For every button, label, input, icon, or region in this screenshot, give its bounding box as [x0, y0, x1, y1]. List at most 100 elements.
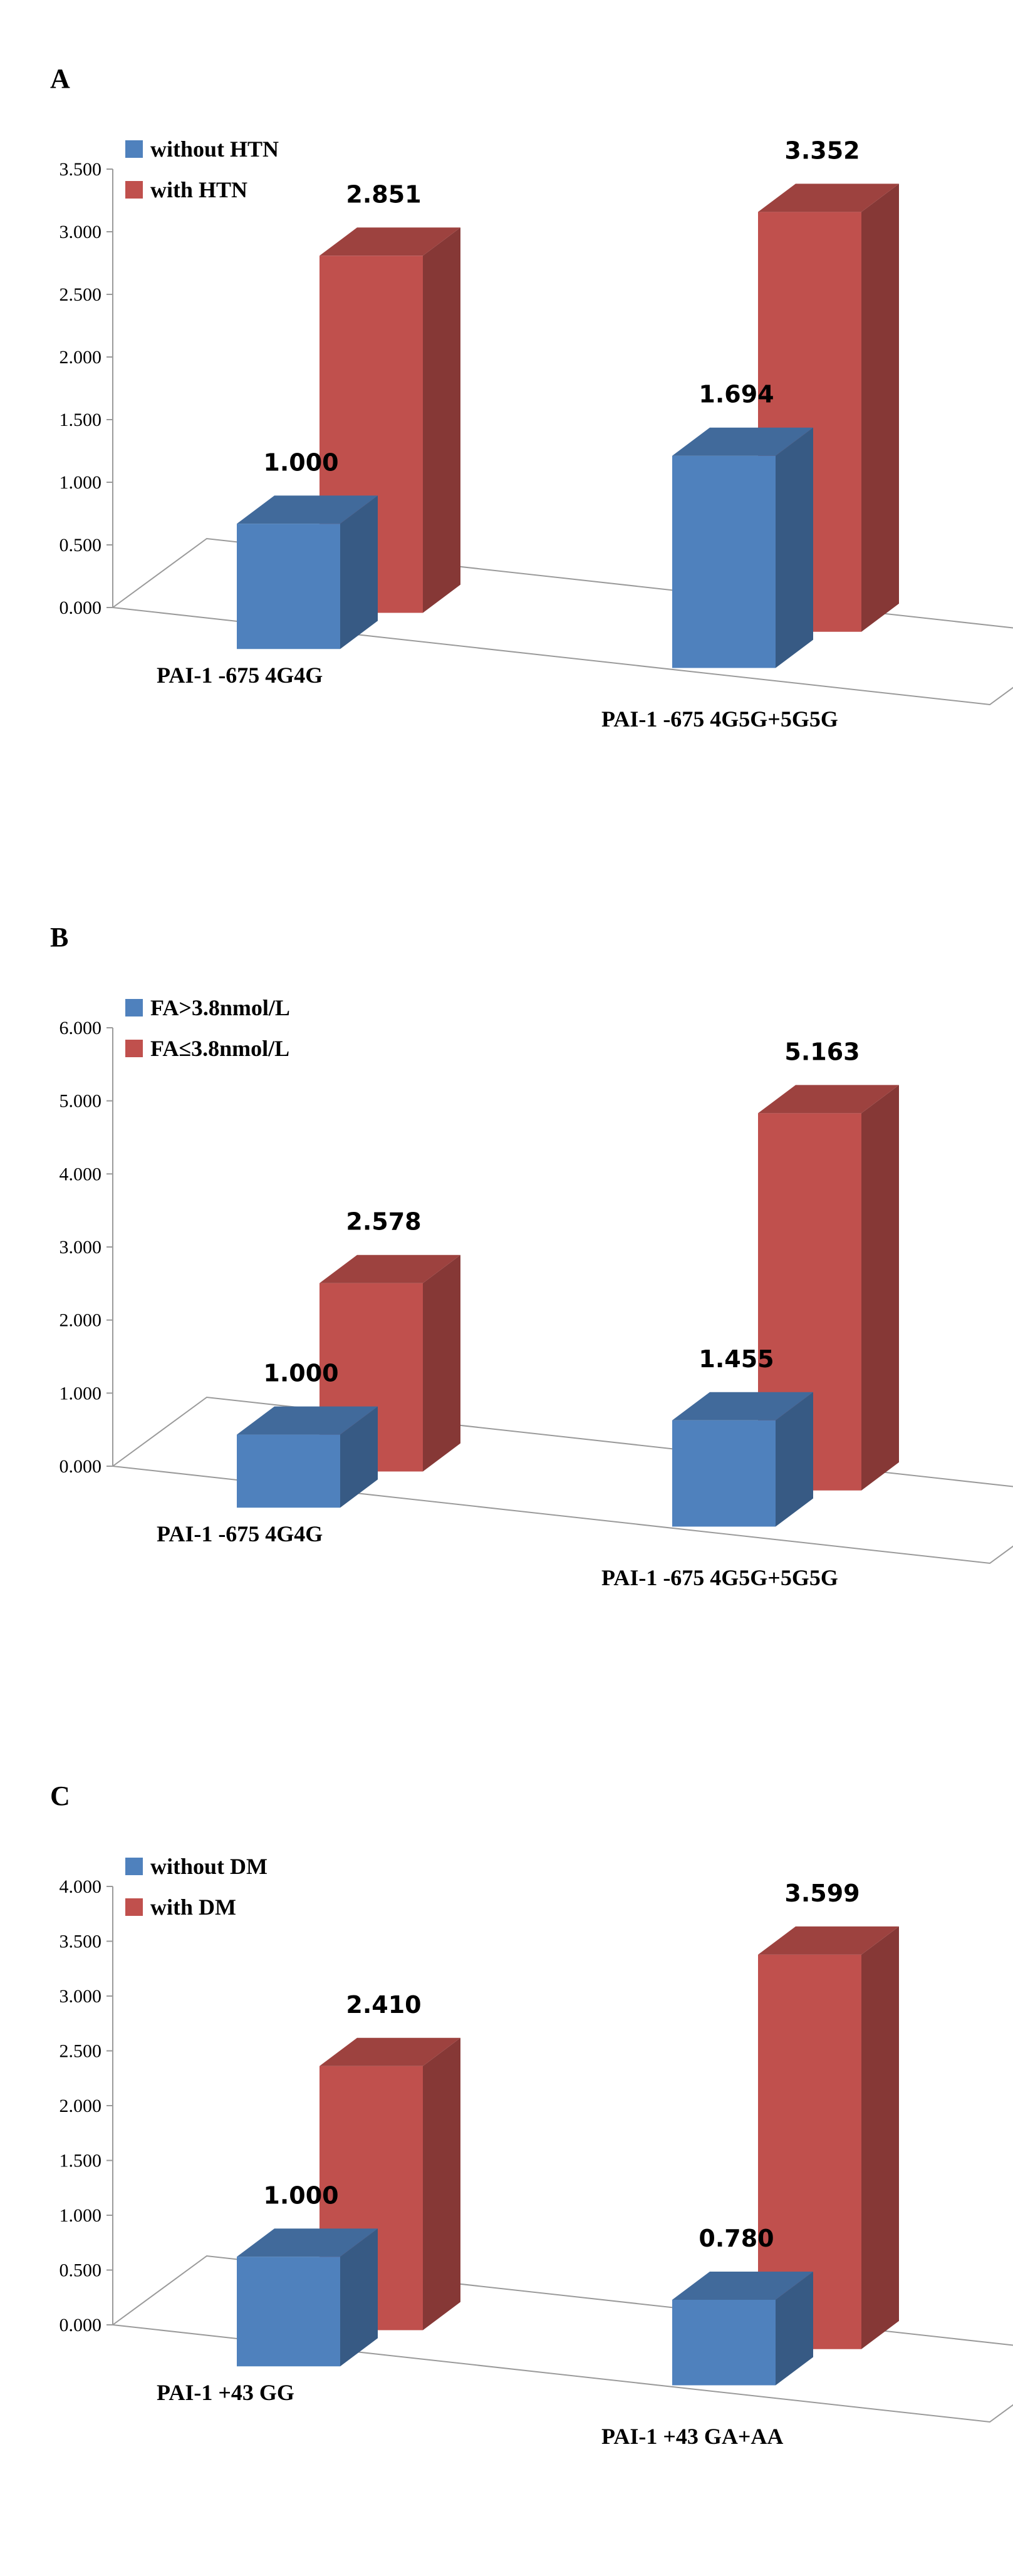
legend-swatch	[125, 1858, 143, 1875]
y-tick-label: 6.000	[60, 1018, 102, 1038]
bar-front	[672, 2300, 776, 2386]
bar-series1-cat1	[237, 1406, 378, 1508]
bar-top	[237, 1406, 378, 1435]
value-label: 2.410	[346, 1991, 421, 2019]
value-label: 5.163	[784, 1038, 860, 1065]
value-label: 0.780	[699, 2225, 774, 2252]
bar-top	[758, 184, 899, 212]
bar-side	[776, 1392, 813, 1527]
bar-side	[423, 227, 460, 613]
y-tick-label: 0.000	[60, 1456, 102, 1477]
legend-label: FA≤3.8nmol/L	[150, 1036, 289, 1061]
y-tick-label: 1.500	[60, 2151, 102, 2171]
bar-series1-cat2	[672, 1392, 813, 1527]
y-tick-label: 0.500	[60, 535, 102, 556]
bar-side	[861, 1085, 899, 1491]
bar-top	[319, 227, 460, 256]
legend-label: with HTN	[150, 177, 247, 202]
legend-label: without HTN	[150, 137, 279, 162]
value-label: 2.851	[346, 180, 421, 208]
y-tick-label: 2.500	[60, 284, 102, 305]
y-tick-label: 3.000	[60, 1986, 102, 2007]
value-label: 1.694	[699, 381, 774, 408]
bar-series1-cat1	[237, 2228, 378, 2367]
y-tick-label: 1.000	[60, 2205, 102, 2226]
value-label: 3.599	[784, 1880, 860, 1907]
category-label: PAI-1 -675 4G4G	[157, 663, 323, 688]
value-label: 2.578	[346, 1208, 421, 1236]
category-label: PAI-1 -675 4G5G+5G5G	[601, 706, 838, 732]
y-tick-label: 2.000	[60, 347, 102, 368]
bar-top	[237, 495, 378, 524]
y-tick-label: 4.000	[60, 1164, 102, 1184]
bar-front	[672, 455, 776, 668]
floor-plane	[111, 537, 1013, 706]
legend-label: FA>3.8nmol/L	[150, 995, 290, 1020]
bar-top	[672, 1392, 813, 1420]
category-label: PAI-1 -675 4G5G+5G5G	[601, 1565, 838, 1590]
value-label: 1.000	[263, 1360, 338, 1387]
y-tick-label: 5.000	[60, 1091, 102, 1112]
floor-plane	[111, 2255, 1013, 2423]
y-tick-label: 1.500	[60, 410, 102, 430]
floor-plane	[111, 1396, 1013, 1565]
bar-side	[776, 427, 813, 668]
chart-svg: A 0.000 0.500 1.000 1.500 2.000 2.500 3.000 3.50…	[50, 63, 1013, 732]
y-tick-label: 4.000	[60, 1876, 102, 1897]
bar-top	[758, 1926, 899, 1955]
legend-label: without DM	[150, 1854, 268, 1879]
bar-top	[758, 1085, 899, 1114]
bar-side	[861, 1926, 899, 2349]
y-tick-label: 2.000	[60, 2096, 102, 2116]
y-tick-label: 0.500	[60, 2260, 102, 2281]
bar-side	[423, 1254, 460, 1472]
legend-swatch	[125, 1040, 143, 1057]
value-label: 1.000	[263, 448, 338, 476]
y-tick-label: 2.000	[60, 1310, 102, 1331]
y-tick-label: 0.000	[60, 2315, 102, 2335]
bar-side	[340, 495, 378, 649]
category-label: PAI-1 +43 GA+AA	[601, 2424, 783, 2449]
bar-series1-cat2	[672, 427, 813, 668]
legend-swatch	[125, 181, 143, 199]
bar-top	[672, 2272, 813, 2300]
bar-front	[237, 524, 340, 649]
bar-top	[237, 2228, 378, 2257]
bar-series1-cat2	[672, 2272, 813, 2386]
bar-side	[340, 2228, 378, 2367]
y-tick-label: 1.000	[60, 472, 102, 493]
chart-svg: B 0.000 1.000 2.000 3.000 4.000 5.000 6.000 2.57…	[50, 922, 1013, 1590]
y-tick-label: 2.500	[60, 2041, 102, 2062]
chart-panel-c: C 0.000 0.500 1.000 1.500 2.000 2.500 3.000 3.50…	[0, 1717, 1013, 2576]
value-label: 1.455	[699, 1345, 774, 1373]
chart-panel-b: B 0.000 1.000 2.000 3.000 4.000 5.000 6.000 2.57…	[0, 859, 1013, 1717]
y-tick-label: 3.500	[60, 1932, 102, 1952]
chart-panel-a: A 0.000 0.500 1.000 1.500 2.000 2.500 3.000 3.50…	[0, 0, 1013, 859]
panel-letter: B	[50, 922, 68, 953]
bar-side	[423, 2037, 460, 2330]
legend-swatch	[125, 1898, 143, 1916]
legend-label: with DM	[150, 1895, 236, 1920]
value-label: 3.352	[784, 137, 860, 164]
legend-swatch	[125, 140, 143, 158]
bar-side	[776, 2272, 813, 2386]
bar-top	[319, 1254, 460, 1283]
panel-letter: A	[50, 63, 70, 94]
bar-side	[861, 184, 899, 632]
category-label: PAI-1 +43 GG	[157, 2380, 294, 2405]
bar-series1-cat1	[237, 495, 378, 649]
value-label: 1.000	[263, 2181, 338, 2209]
bar-front	[237, 1434, 340, 1508]
panel-letter: C	[50, 1781, 70, 1811]
bar-top	[672, 427, 813, 456]
y-tick-label: 3.000	[60, 222, 102, 242]
bar-series2-cat1	[319, 227, 460, 613]
chart-svg: C 0.000 0.500 1.000 1.500 2.000 2.500 3.000 3.50…	[50, 1781, 1013, 2449]
y-tick-label: 3.000	[60, 1237, 102, 1258]
bar-front	[237, 2257, 340, 2367]
legend-swatch	[125, 999, 143, 1016]
bar-side	[340, 1406, 378, 1508]
bar-top	[319, 2037, 460, 2066]
bar-front	[672, 1420, 776, 1527]
y-tick-label: 1.000	[60, 1383, 102, 1404]
